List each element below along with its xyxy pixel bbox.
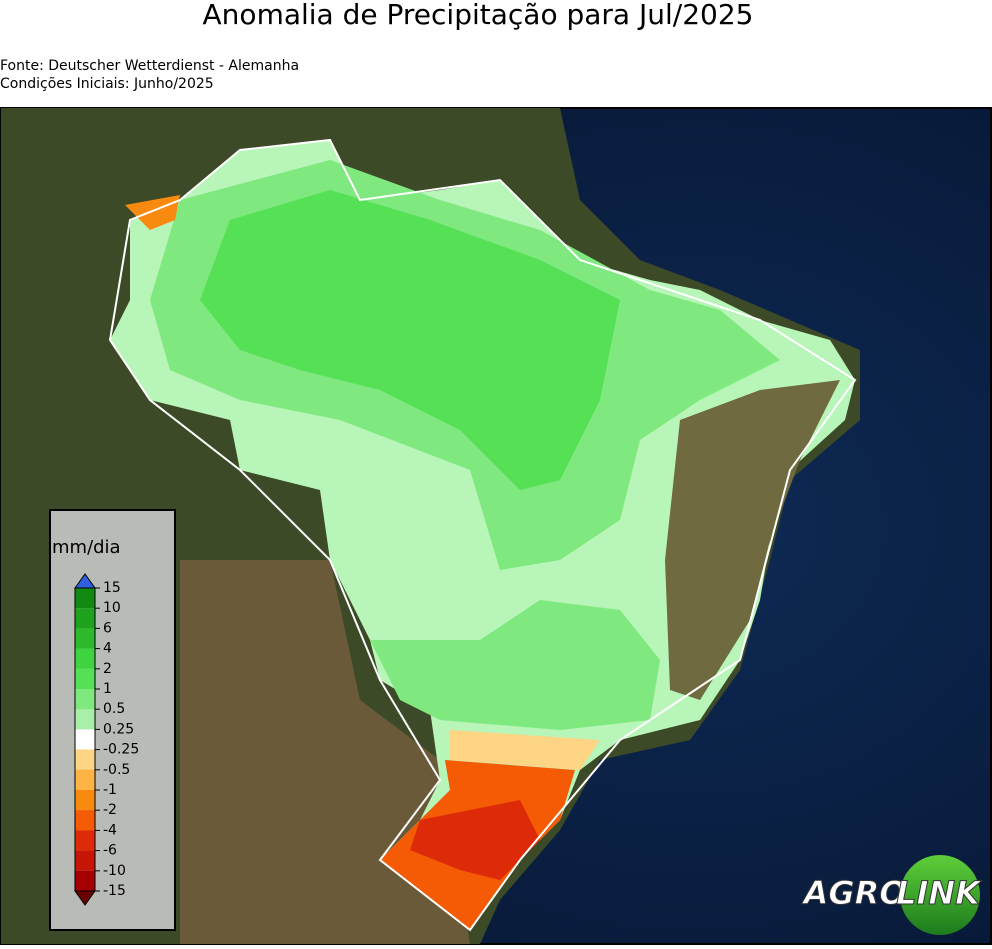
colorbar-segment — [75, 769, 95, 790]
colorbar-segment — [75, 689, 95, 710]
colorbar-segment — [75, 790, 95, 811]
border — [108, 138, 857, 932]
colorbar-segment — [75, 749, 95, 770]
initial-conditions: Condições Iniciais: Junho/2025 — [0, 76, 214, 92]
anomaly-dry-strong — [410, 800, 540, 880]
colorbar-panel: mm/dia 15 10 6 4 2 1 0.5 0.25 -0.25 -0.5 -1 -2 -4 -6 -… — [49, 509, 176, 931]
source: Fonte: Deutscher Wetterdienst - Alemanha — [0, 58, 299, 74]
colorbar-tick-label: 1 — [103, 681, 112, 697]
colorbar-tick-label: -6 — [103, 843, 117, 859]
colorbar-tick-label: -15 — [103, 883, 126, 899]
colorbar-segment — [75, 850, 95, 871]
anomaly-dry-light — [450, 730, 600, 770]
colorbar-tick-label: -2 — [103, 802, 117, 818]
logo-right: LINK — [896, 874, 982, 912]
colorbar-tick-label: -0.5 — [103, 762, 130, 778]
colorbar-tick-label: 15 — [103, 580, 121, 596]
colorbar-segment — [75, 870, 95, 891]
logo-circle — [900, 855, 980, 935]
colorbar-segment — [75, 810, 95, 831]
colorbar-tick-label: 10 — [103, 600, 121, 616]
logo-left: AGRO — [801, 874, 907, 912]
logo: AGRO LINK — [800, 855, 983, 935]
colorbar-tick-label: -1 — [103, 782, 117, 798]
colorbar-tick-label: 0.25 — [103, 721, 134, 737]
colorbar-tick-label: 6 — [103, 620, 112, 636]
anomaly-colombia — [125, 195, 180, 230]
map — [0, 107, 992, 945]
anomaly-medium-south — [370, 600, 660, 730]
colorbar-segment — [75, 608, 95, 629]
colorbar-segment — [75, 668, 95, 689]
colorbar-outline — [74, 587, 96, 892]
legend-box — [49, 509, 176, 931]
colorbar-tick-label: 4 — [103, 641, 112, 657]
colorbar-tick-label: 2 — [103, 661, 112, 677]
anomaly-strong — [200, 190, 620, 490]
colorbar-tick-label: -10 — [103, 863, 126, 879]
title: Anomalia de Precipitação para Jul/2025 — [203, 0, 754, 31]
colorbar-segment — [75, 709, 95, 730]
colorbar-segment — [75, 729, 95, 750]
colorbar-segment — [75, 588, 95, 609]
colorbar-segment — [75, 648, 95, 669]
colorbar-label: mm/dia — [52, 537, 121, 558]
colorbar-tick-label: -4 — [103, 822, 117, 838]
colorbar-segment — [75, 628, 95, 649]
colorbar-tick-label: -0.25 — [103, 742, 139, 758]
colorbar-tick-label: 0.5 — [103, 701, 125, 717]
colorbar-segment — [75, 830, 95, 851]
